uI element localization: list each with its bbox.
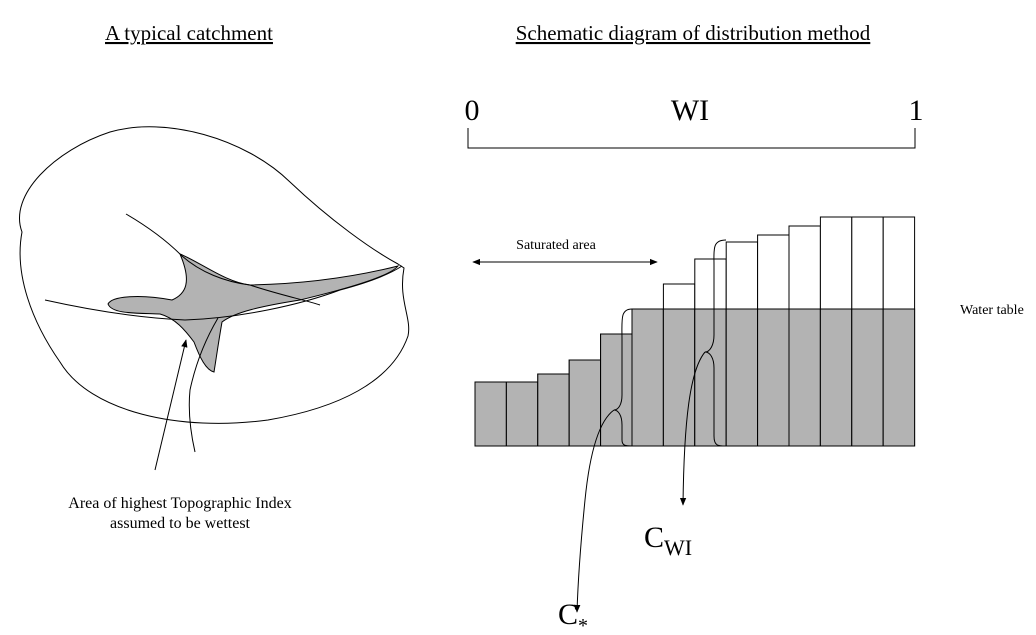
caption-line: Area of highest Topographic Index xyxy=(68,495,291,512)
symbol: C xyxy=(558,598,578,631)
water-table-label: Water table xyxy=(960,303,1024,318)
symbol: C xyxy=(644,521,664,554)
c-wi-label: CWI xyxy=(644,521,692,560)
saturated-label: Saturated area xyxy=(516,238,596,253)
column xyxy=(788,308,821,447)
stream xyxy=(125,213,251,286)
scale-end: 1 xyxy=(909,94,924,127)
catchment-outline xyxy=(19,126,410,424)
caption-line: assumed to be wettest xyxy=(110,515,251,532)
c-star-arrow xyxy=(574,409,615,613)
wettest-area xyxy=(107,253,400,373)
column xyxy=(757,308,790,447)
column xyxy=(600,333,633,447)
columns xyxy=(474,216,916,447)
scale-bar xyxy=(467,128,916,149)
column xyxy=(725,308,759,447)
subscript: * xyxy=(578,615,588,635)
stream xyxy=(249,284,321,306)
c-wi-arrow xyxy=(679,351,706,506)
column xyxy=(882,308,916,447)
column xyxy=(662,308,696,447)
column xyxy=(851,308,884,447)
column xyxy=(474,381,507,447)
stream xyxy=(44,265,403,321)
subscript: WI xyxy=(664,535,692,560)
column xyxy=(537,373,570,447)
c-star-label: C* xyxy=(558,598,588,635)
caption-arrow xyxy=(154,339,188,471)
scale-start: 0 xyxy=(465,94,480,127)
right-title: Schematic diagram of distribution method xyxy=(516,21,871,45)
left-title: A typical catchment xyxy=(105,21,273,45)
stream xyxy=(188,317,219,453)
column xyxy=(568,359,602,447)
column xyxy=(694,308,727,447)
column xyxy=(819,308,853,447)
column xyxy=(631,308,664,447)
scale-label: WI xyxy=(671,94,709,127)
column xyxy=(505,381,539,447)
